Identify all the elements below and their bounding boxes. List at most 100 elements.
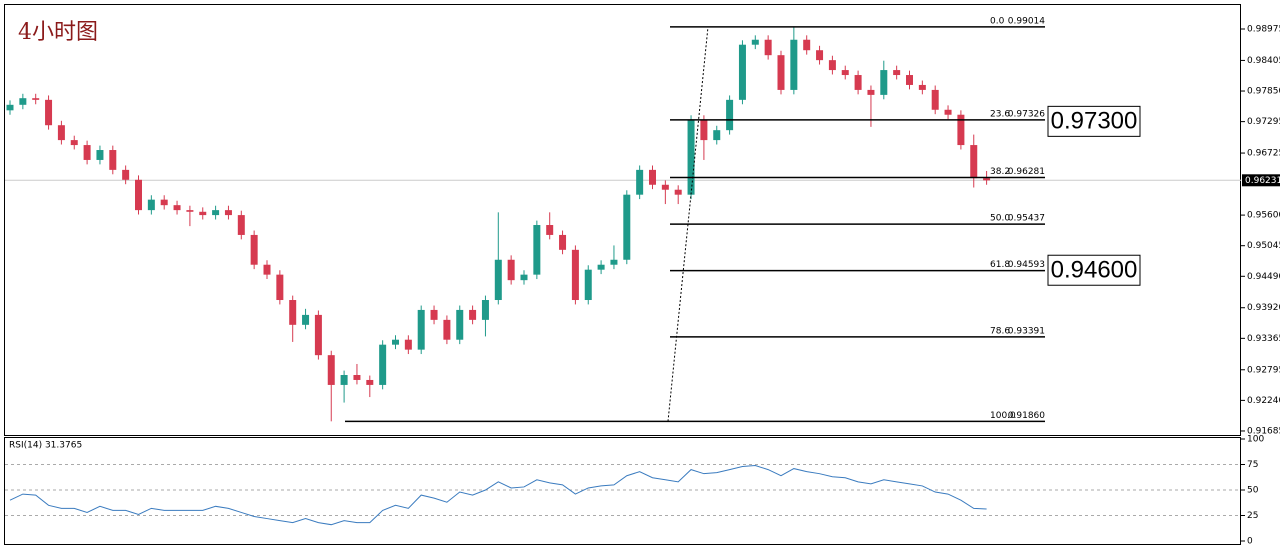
candle-body [584,269,592,301]
candle-body [880,70,888,95]
candle-body [469,309,477,320]
candle-body [45,99,53,126]
candle-body [224,210,232,216]
candle-body [83,145,91,160]
candle-body [392,339,399,345]
candle-body [353,375,361,380]
candle-body [263,264,271,275]
rsi-panel [4,437,1241,545]
candle-body [687,119,695,195]
price-annotation: 0.94600 [1051,257,1138,284]
candle-body [841,70,849,76]
candle-body [649,169,656,185]
rsi-tick-label: 50 [1247,486,1259,496]
candle-body [854,75,862,90]
candle-body [340,375,348,385]
candle-body [96,150,104,160]
candle-body [790,39,798,90]
price-annotation-box [1047,254,1141,286]
candle-body [456,309,464,340]
chart-title: 4小时图 [18,20,98,45]
price-annotation-box [1047,105,1141,137]
candle-body [738,44,746,100]
candle-body [135,179,142,211]
y-tick-label: 0.96725 [1247,149,1280,159]
candle-body [777,55,785,90]
candle-body [276,274,284,301]
current-price-label: 0.96231 [1245,176,1280,186]
candle-body [32,98,40,100]
candle-body [237,215,245,235]
candle-body [379,344,387,385]
price-panel [4,4,1241,436]
candle-body [481,300,489,320]
y-tick-label: 0.95045 [1247,241,1280,251]
y-tick-label: 0.98405 [1247,56,1280,66]
candle-body [302,314,310,325]
candle-body [803,39,811,51]
candle-body [893,70,901,76]
candle-body [57,125,65,141]
fib-level: 100.0 [990,411,1016,421]
candle-body [6,104,14,111]
candle-body [816,50,824,61]
candle-body [700,119,708,141]
fib-level: 50.0 [990,214,1010,224]
fib-level: 38.2 [990,167,1010,177]
candle-body [918,84,926,90]
candle-body [970,145,978,179]
candle-body [533,225,541,275]
y-tick-label: 0.91685 [1247,426,1280,436]
candle-body [944,109,952,115]
candle-body [957,114,965,146]
candle-body [443,319,451,340]
rsi-tick-label: 25 [1247,511,1258,521]
rsi-tick-label: 0 [1247,537,1253,545]
candle-body [173,205,181,211]
current-price-box [1242,174,1280,187]
candle-body [751,39,759,45]
candle-body [404,339,412,350]
fib-price: 0.91860 [1008,411,1045,421]
fib-price: 0.96281 [1008,167,1045,177]
candle-body [931,89,939,110]
candle-body [597,264,605,270]
candle-body [417,309,425,350]
candle-body [314,314,322,356]
candle-body [520,274,528,281]
rsi-line [9,465,987,526]
candle-body [610,259,618,265]
y-tick-label: 0.92795 [1247,365,1280,375]
candle-body [828,60,836,71]
candle-body [559,234,567,250]
candle-body [250,234,258,265]
candle-body [507,259,515,281]
fib-level: 23.6 [990,109,1010,119]
candle-body [327,355,335,385]
candle-body [289,300,297,325]
fib-level: 61.8 [990,260,1010,270]
rsi-tick-label: 100 [1247,435,1264,445]
candle-body [713,130,721,141]
candle-body [366,379,374,385]
fib-price: 0.97326 [1008,109,1045,119]
candle-body [19,98,27,105]
candle-body [636,169,644,195]
candle-body [147,199,155,211]
candle-body [199,211,207,216]
candle-body [109,150,117,170]
candle-body [494,259,502,301]
candle-body [186,210,194,212]
y-tick-label: 0.98975 [1247,24,1280,34]
candle-body [983,178,991,181]
candle-body [674,189,682,195]
fib-price: 0.94593 [1008,260,1045,270]
candle-body [212,210,220,216]
